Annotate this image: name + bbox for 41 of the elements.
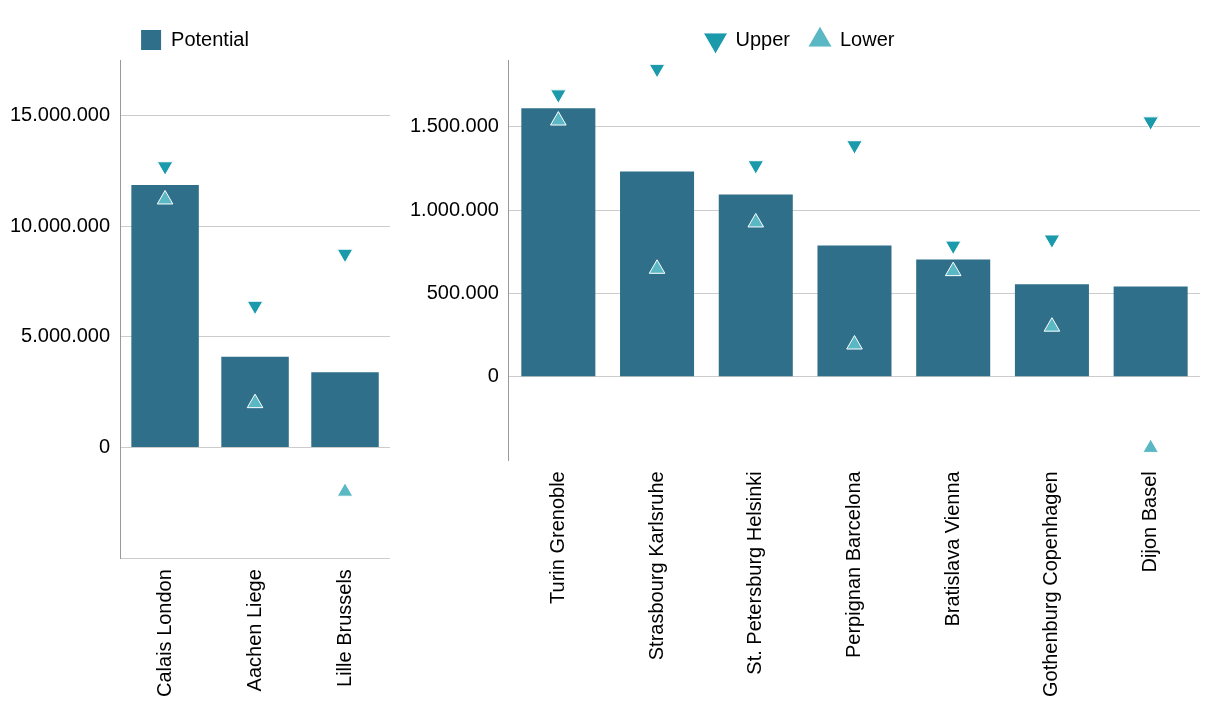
x-tick-label: Turin Grenoble [545, 471, 568, 604]
x-tick-label: Lille Brussels [332, 569, 355, 687]
legend-label: Upper [735, 27, 791, 50]
x-tick-label: St. Petersburg Helsinki [743, 471, 766, 675]
legend-label: Lower [840, 27, 895, 50]
bar [1113, 286, 1188, 377]
bar [311, 372, 379, 447]
point [1142, 116, 1159, 131]
point [648, 259, 666, 274]
point [747, 160, 765, 175]
bar [221, 356, 289, 447]
x-tick-label: Strasbourg Karlsruhe [644, 471, 667, 661]
bar [131, 185, 199, 447]
bar [1014, 284, 1089, 377]
x-tick-label: Calais London [152, 569, 175, 697]
y-tick-label: 0 [487, 364, 499, 387]
point [846, 140, 863, 155]
x-tick-label: Bratislava Vienna [940, 470, 963, 627]
y-tick-label: 10.000.000 [9, 213, 111, 236]
bar [817, 245, 892, 377]
y-tick-label: 1.500.000 [409, 114, 499, 137]
bar [916, 259, 991, 377]
bar [620, 171, 695, 377]
x-tick-label: Gothenburg Copenhagen [1039, 471, 1062, 698]
point [550, 89, 567, 104]
x-tick-label: Dijon Basel [1138, 471, 1161, 573]
y-tick-label: 15.000.000 [9, 102, 111, 125]
point [944, 261, 962, 277]
x-tick-label: Aachen Liege [242, 569, 265, 692]
y-tick-label: 500.000 [426, 281, 499, 303]
legend-label: Potential [171, 27, 249, 50]
y-tick-label: 5.000.000 [21, 324, 111, 347]
point [1043, 317, 1061, 332]
point [1142, 438, 1159, 453]
y-tick-label: 0 [98, 434, 111, 457]
bar [521, 108, 596, 377]
point [846, 335, 863, 350]
x-tick-label: Perpignan Barcelona [842, 470, 864, 659]
y-tick-label: 1.000.000 [409, 197, 499, 220]
point [648, 63, 666, 79]
bar [718, 194, 793, 377]
